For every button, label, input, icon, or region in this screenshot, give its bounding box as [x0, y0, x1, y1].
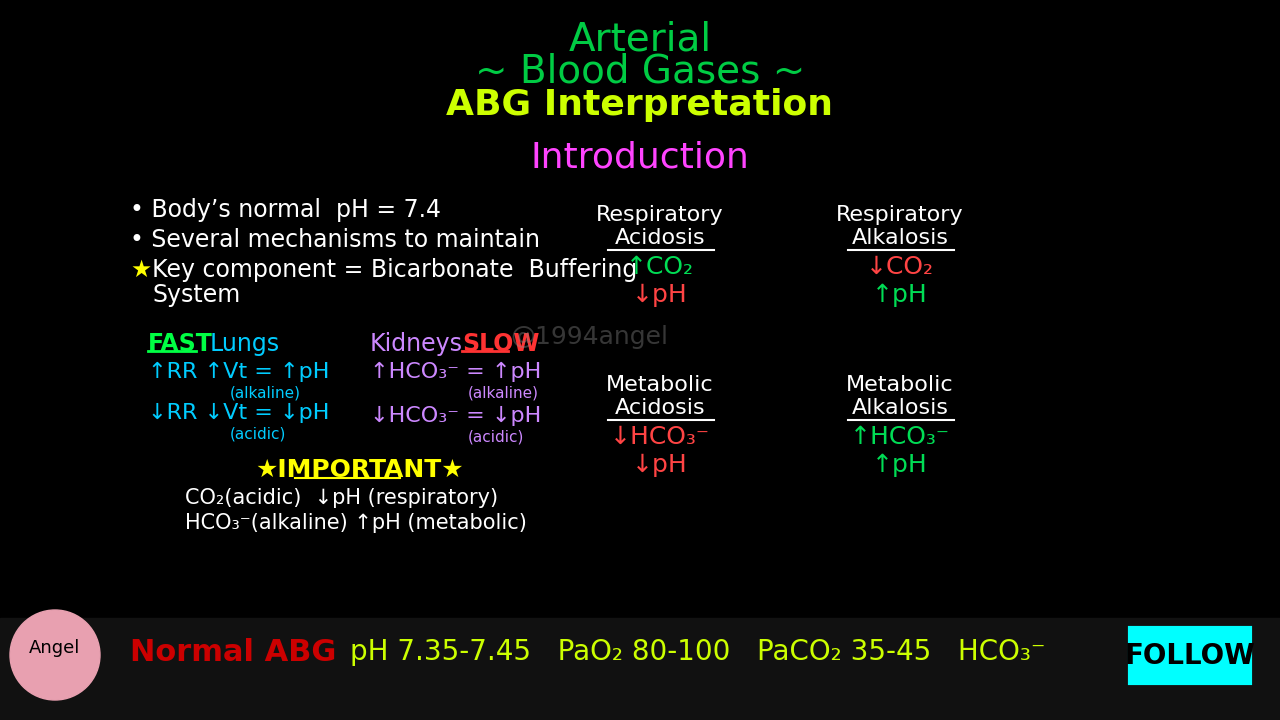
Text: • Several mechanisms to maintain: • Several mechanisms to maintain [131, 228, 540, 252]
Text: pH 7.35-7.45   PaO₂ 80-100   PaCO₂ 35-45   HCO₃⁻: pH 7.35-7.45 PaO₂ 80-100 PaCO₂ 35-45 HCO… [349, 638, 1046, 666]
Text: ↑CO₂: ↑CO₂ [626, 255, 694, 279]
Text: ↓pH: ↓pH [632, 283, 687, 307]
Text: Metabolic
Acidosis: Metabolic Acidosis [607, 375, 714, 418]
Text: (acidic): (acidic) [468, 429, 525, 444]
Text: ★IMPORTANT★: ★IMPORTANT★ [255, 458, 463, 482]
Text: ↑pH: ↑pH [872, 453, 928, 477]
Text: @1994angel: @1994angel [509, 325, 668, 349]
Text: Respiratory
Alkalosis: Respiratory Alkalosis [836, 205, 964, 248]
Text: Key component = Bicarbonate  Buffering: Key component = Bicarbonate Buffering [152, 258, 637, 282]
Text: Angel: Angel [29, 639, 81, 657]
Text: • Body’s normal  pH = 7.4: • Body’s normal pH = 7.4 [131, 198, 442, 222]
Text: ↑HCO₃⁻ = ↑pH: ↑HCO₃⁻ = ↑pH [370, 362, 541, 382]
Text: CO₂(acidic)  ↓pH (respiratory): CO₂(acidic) ↓pH (respiratory) [186, 488, 498, 508]
Text: System: System [152, 283, 241, 307]
Text: ABG Interpretation: ABG Interpretation [447, 88, 833, 122]
Text: FAST: FAST [148, 332, 212, 356]
Text: Normal ABG: Normal ABG [131, 638, 337, 667]
FancyBboxPatch shape [1130, 628, 1251, 683]
Text: ↑pH: ↑pH [872, 283, 928, 307]
Text: Arterial: Arterial [568, 20, 712, 58]
Text: Metabolic
Alkalosis: Metabolic Alkalosis [846, 375, 954, 418]
Text: ~ Blood Gases ~: ~ Blood Gases ~ [475, 52, 805, 90]
Text: ★: ★ [131, 258, 151, 282]
Bar [0, 618, 1280, 720]
Text: ↓RR ↓Vt = ↓pH: ↓RR ↓Vt = ↓pH [148, 403, 329, 423]
Text: ↓HCO₃⁻ = ↓pH: ↓HCO₃⁻ = ↓pH [370, 406, 541, 426]
Text: (alkaline): (alkaline) [468, 385, 539, 400]
Text: ↓CO₂: ↓CO₂ [867, 255, 934, 279]
Text: ↑HCO₃⁻: ↑HCO₃⁻ [850, 425, 950, 449]
Text: FOLLOW: FOLLOW [1125, 642, 1256, 670]
Text: Kidneys: Kidneys [370, 332, 463, 356]
Text: ↓pH: ↓pH [632, 453, 687, 477]
Text: Introduction: Introduction [531, 140, 749, 174]
Circle shape [10, 610, 100, 700]
Text: ↑RR ↑Vt = ↑pH: ↑RR ↑Vt = ↑pH [148, 362, 329, 382]
Text: (alkaline): (alkaline) [230, 385, 301, 400]
Text: Respiratory
Acidosis: Respiratory Acidosis [596, 205, 723, 248]
Text: HCO₃⁻(alkaline) ↑pH (metabolic): HCO₃⁻(alkaline) ↑pH (metabolic) [186, 513, 527, 533]
Text: SLOW: SLOW [462, 332, 539, 356]
Text: ↓HCO₃⁻: ↓HCO₃⁻ [611, 425, 710, 449]
Text: Lungs: Lungs [210, 332, 280, 356]
Text: (acidic): (acidic) [230, 426, 287, 441]
